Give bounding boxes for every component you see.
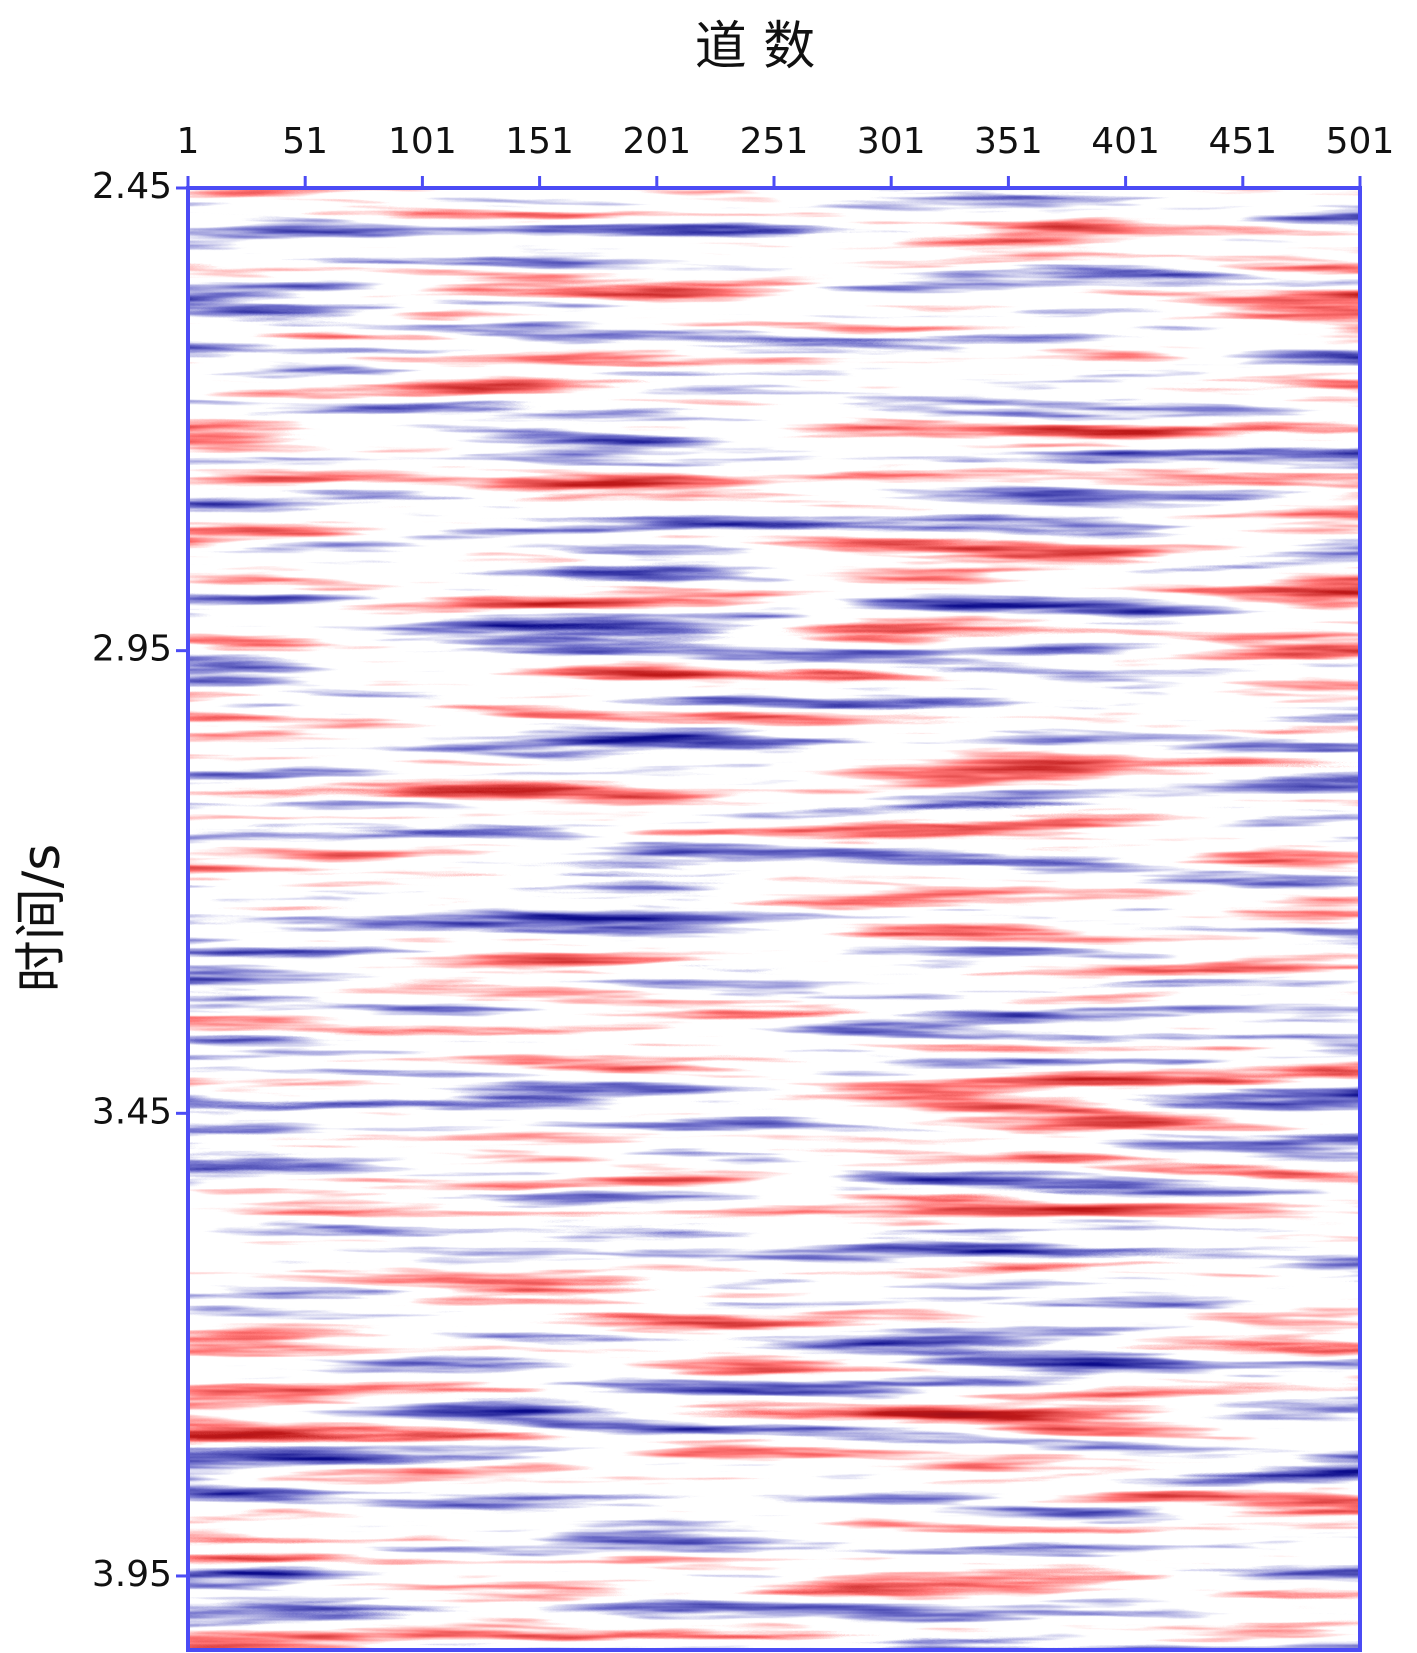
- seismic-image: [188, 188, 1360, 1650]
- y-tick-label: 2.95: [92, 629, 172, 670]
- x-tick-label: 451: [1208, 121, 1277, 162]
- x-tick-label: 51: [282, 121, 328, 162]
- x-tick-label: 351: [974, 121, 1043, 162]
- x-tick-label: 301: [857, 121, 926, 162]
- x-axis-title: 道 数: [695, 17, 816, 77]
- y-tick-label: 3.45: [92, 1091, 172, 1132]
- x-tick-label: 151: [505, 121, 574, 162]
- y-tick-label: 2.45: [92, 166, 172, 207]
- x-tick-label: 201: [622, 121, 691, 162]
- x-tick-label: 251: [740, 121, 809, 162]
- y-axis-title: 时间/s: [12, 844, 72, 993]
- x-tick-label: 101: [388, 121, 457, 162]
- y-tick-label: 3.95: [92, 1554, 172, 1595]
- x-tick-label: 501: [1326, 121, 1395, 162]
- x-tick-label: 1: [177, 121, 200, 162]
- x-tick-label: 401: [1091, 121, 1160, 162]
